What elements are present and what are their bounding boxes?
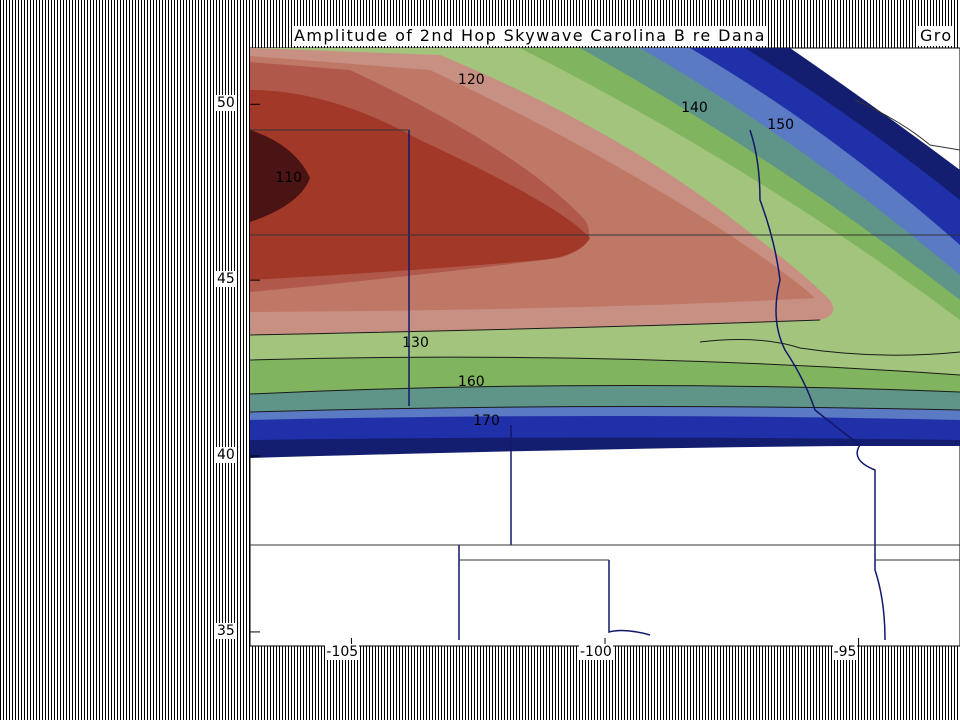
x-tick-label: -105: [325, 644, 360, 660]
contour-label: 160: [457, 374, 485, 391]
chart-title: Amplitude of 2nd Hop Skywave Carolina B …: [292, 26, 768, 46]
y-tick-label: 35: [216, 622, 236, 639]
boundary-line: [608, 560, 651, 636]
contour-label: 170: [473, 412, 500, 429]
contour-label: 130: [402, 335, 429, 352]
contour-label: 140: [681, 99, 708, 116]
state-boundaries: [408, 129, 886, 641]
contour-lines: [249, 319, 960, 413]
contour-label: 150: [767, 117, 795, 134]
x-tick-label: -100: [579, 644, 613, 660]
y-tick-label: 50: [216, 95, 236, 112]
contour-label: 110: [275, 170, 303, 187]
x-tick-label: -95: [832, 644, 858, 660]
y-tick-label: 40: [216, 447, 236, 464]
chart-title-cut: Gro: [918, 26, 953, 46]
gray-boundaries: [250, 99, 960, 561]
band-inner: [250, 90, 590, 280]
y-ticks: [250, 103, 260, 633]
band-darkest-core: [250, 130, 310, 222]
y-tick-label: 45: [216, 271, 236, 288]
boundary-line: [749, 129, 886, 641]
contour-label: 120: [457, 71, 485, 88]
